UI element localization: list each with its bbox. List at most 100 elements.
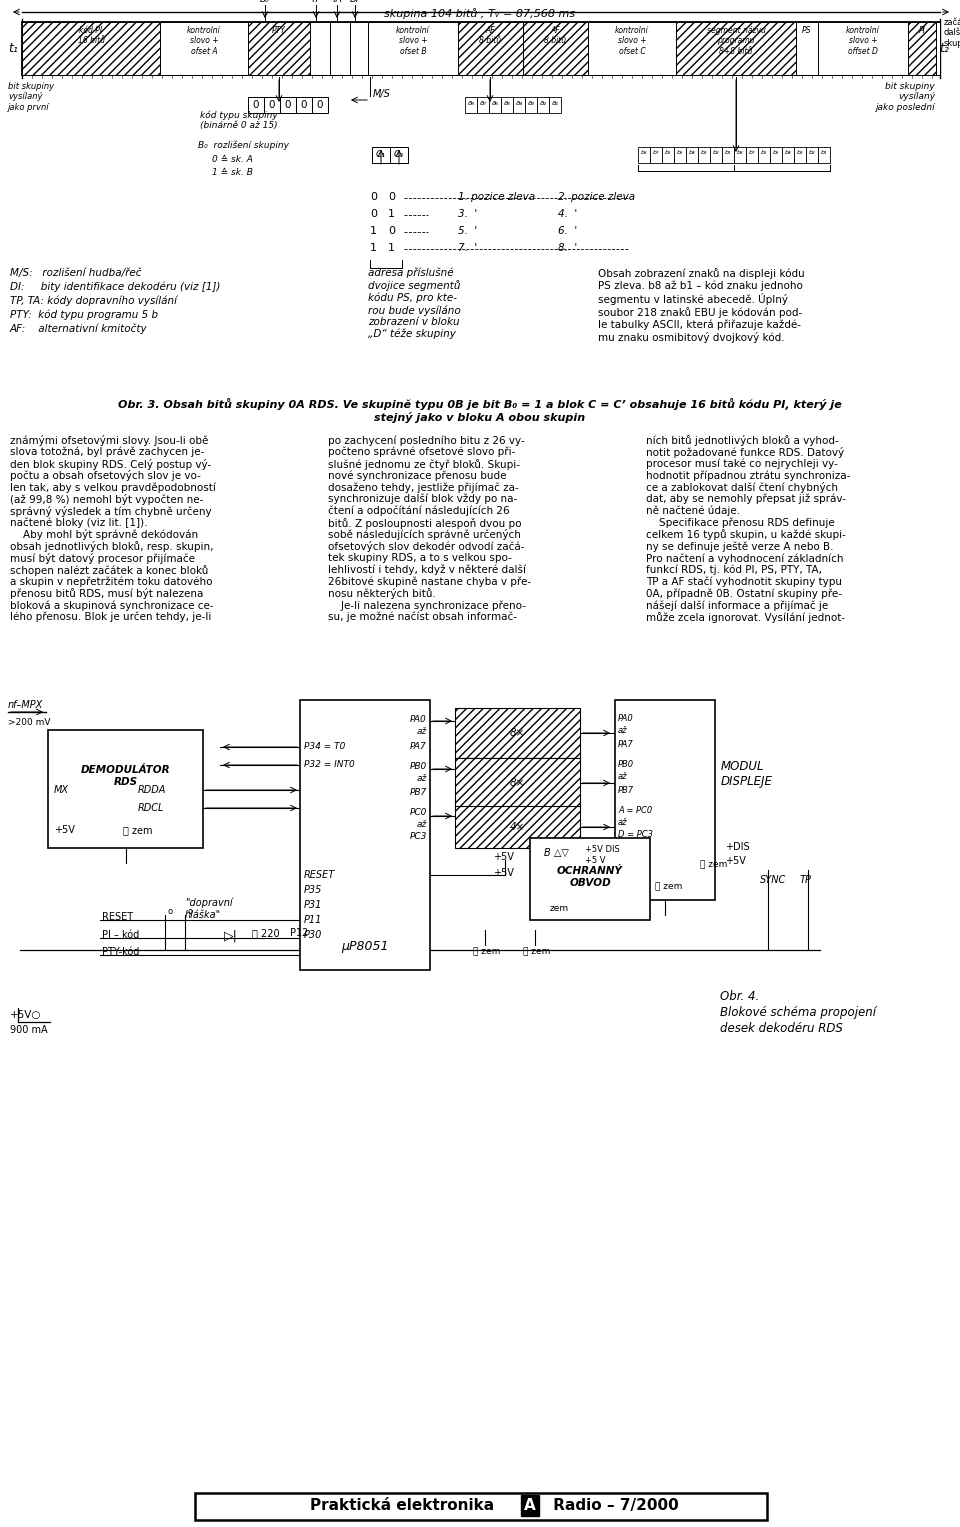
Text: nášejí další informace a přijímač je: nášejí další informace a přijímač je (646, 600, 828, 611)
Text: Obsah zobrazení znaků na displeji kódu
PS zleva. b8 až b1 – kód znaku jednoho
se: Obsah zobrazení znaků na displeji kódu P… (598, 269, 804, 342)
Text: P32 = INT0: P32 = INT0 (304, 760, 355, 770)
Text: kontrolní
slovo +
offset D: kontrolní slovo + offset D (846, 26, 880, 56)
Bar (48, 730, 203, 847)
Text: bloková a skupinová synchronizace ce-: bloková a skupinová synchronizace ce- (10, 600, 214, 611)
Text: nf–MPX: nf–MPX (8, 699, 43, 710)
Bar (455, 709, 580, 757)
Text: P11: P11 (304, 915, 323, 925)
Text: b₃: b₃ (701, 150, 708, 156)
Bar (523, 21, 588, 75)
Text: TP a AF stačí vyhodnotit skupiny typu: TP a AF stačí vyhodnotit skupiny typu (646, 577, 842, 586)
Bar (758, 147, 770, 163)
Text: RESET: RESET (304, 870, 335, 880)
Text: 8.  ': 8. ' (558, 243, 577, 253)
Bar (530, 838, 650, 919)
Text: b₈: b₈ (736, 150, 743, 156)
Text: +5V: +5V (54, 825, 75, 835)
Bar (455, 757, 580, 808)
Text: AF
8 bitů: AF 8 bitů (544, 26, 566, 46)
Text: 0: 0 (285, 99, 291, 110)
Text: 900 mA: 900 mA (10, 1025, 48, 1035)
Text: kontrolní
slovo +
ofset A: kontrolní slovo + ofset A (187, 26, 221, 56)
Text: ⬜ 220: ⬜ 220 (252, 928, 279, 938)
Text: PB0: PB0 (618, 760, 635, 770)
Text: b₂: b₂ (808, 150, 815, 156)
Text: 26bitové skupině nastane chyba v pře-: 26bitové skupině nastane chyba v pře- (328, 577, 531, 586)
Bar (312, 98, 328, 113)
Text: P30: P30 (304, 930, 323, 941)
Text: 0 ≙ sk. A: 0 ≙ sk. A (212, 156, 252, 163)
Text: hodnotit případnou ztrátu synchroniza-: hodnotit případnou ztrátu synchroniza- (646, 470, 851, 481)
Text: PB7: PB7 (618, 786, 635, 796)
Text: stejný jako v bloku A obou skupin: stejný jako v bloku A obou skupin (374, 412, 586, 423)
Text: SYNC: SYNC (760, 875, 786, 886)
Text: B △▽: B △▽ (544, 847, 569, 858)
Text: počteno správné ofsetové slovo při-: počteno správné ofsetové slovo při- (328, 447, 516, 457)
Text: ▷|: ▷| (224, 930, 238, 944)
Text: b₁: b₁ (725, 150, 732, 156)
Text: o: o (187, 907, 192, 916)
Bar (501, 98, 513, 113)
Bar (662, 147, 674, 163)
Text: B₀: B₀ (260, 0, 270, 5)
Text: den blok skupiny RDS. Celý postup vý-: den blok skupiny RDS. Celý postup vý- (10, 458, 211, 470)
Text: PB7: PB7 (410, 788, 427, 797)
Text: lehlivostí i tehdy, když v některé další: lehlivostí i tehdy, když v některé další (328, 565, 526, 576)
Text: M/S: M/S (373, 89, 391, 99)
Text: známými ofsetovými slovy. Jsou-li obě: známými ofsetovými slovy. Jsou-li obě (10, 435, 208, 446)
Bar (296, 98, 312, 113)
Text: kód PI
16 bitů: kód PI 16 bitů (78, 26, 105, 46)
Text: bit skupiny
vysílaný
jako první: bit skupiny vysílaný jako první (8, 82, 54, 111)
Bar (300, 699, 430, 970)
Text: B₀  rozlišení skupiny: B₀ rozlišení skupiny (198, 140, 289, 151)
Text: Obr. 3. Obsah bitů skupiny 0A RDS. Ve skupině typu 0B je bit B₀ = 1 a blok C = C: Obr. 3. Obsah bitů skupiny 0A RDS. Ve sk… (118, 399, 842, 411)
Text: b₃: b₃ (797, 150, 804, 156)
Text: Je-li nalezena synchronizace přeno-: Je-li nalezena synchronizace přeno- (328, 600, 526, 611)
Text: 0A, případně 0B. Ostatní skupiny pře-: 0A, případně 0B. Ostatní skupiny pře- (646, 588, 842, 599)
Text: počtu a obsah ofsetových slov je vo-: počtu a obsah ofsetových slov je vo- (10, 470, 201, 481)
Text: b₅: b₅ (773, 150, 780, 156)
Text: P35: P35 (304, 886, 323, 895)
Text: ce a zablokovat další čtení chybných: ce a zablokovat další čtení chybných (646, 483, 838, 493)
Text: b₇: b₇ (653, 150, 660, 156)
Text: TP: TP (311, 0, 322, 5)
Text: t₂: t₂ (939, 41, 948, 55)
Bar (455, 806, 580, 847)
Text: OCHRANNÝ
OBVOD: OCHRANNÝ OBVOD (557, 866, 623, 887)
Text: Praktická elektronika: Praktická elektronika (310, 1498, 494, 1513)
Text: M/S:   rozlišení hudba/řeč: M/S: rozlišení hudba/řeč (10, 269, 141, 278)
Text: b₆: b₆ (664, 150, 671, 156)
Text: +5V: +5V (493, 867, 514, 878)
Text: 0: 0 (370, 192, 377, 202)
Text: přenosu bitů RDS, musí být nalezena: přenosu bitů RDS, musí být nalezena (10, 588, 204, 600)
Text: až: až (417, 727, 427, 736)
Text: PTY:  kód typu programu 5 b: PTY: kód typu programu 5 b (10, 310, 158, 321)
Text: 0: 0 (370, 209, 377, 218)
Text: su, je možné načíst obsah informač-: su, je možné načíst obsah informač- (328, 612, 517, 623)
Text: 8×: 8× (510, 777, 525, 788)
Bar (22, 21, 940, 75)
Bar (818, 147, 830, 163)
Text: AF
8 bitů: AF 8 bitů (479, 26, 501, 46)
Bar (390, 147, 408, 163)
Bar (525, 98, 537, 113)
Bar (746, 147, 758, 163)
Bar (22, 21, 160, 75)
Bar (796, 21, 818, 75)
Text: PI: PI (919, 26, 925, 35)
Bar (248, 98, 264, 113)
Text: Aby mohl být správně dekódován: Aby mohl být správně dekódován (10, 530, 198, 541)
Text: 8×: 8× (510, 728, 525, 738)
Text: b₆: b₆ (760, 150, 767, 156)
Bar (465, 98, 477, 113)
Text: DEMODULÁTOR
RDS: DEMODULÁTOR RDS (81, 765, 170, 786)
Text: tek skupiny RDS, a to s velkou spo-: tek skupiny RDS, a to s velkou spo- (328, 553, 512, 563)
Text: Radio – 7/2000: Radio – 7/2000 (548, 1498, 679, 1513)
Bar (676, 21, 796, 75)
Text: obsah jednotlivých bloků, resp. skupin,: obsah jednotlivých bloků, resp. skupin, (10, 541, 213, 553)
Bar (722, 147, 734, 163)
Text: 0: 0 (300, 99, 307, 110)
Bar (710, 147, 722, 163)
Text: a₇: a₇ (479, 99, 487, 105)
Text: D = PC3: D = PC3 (618, 831, 653, 838)
